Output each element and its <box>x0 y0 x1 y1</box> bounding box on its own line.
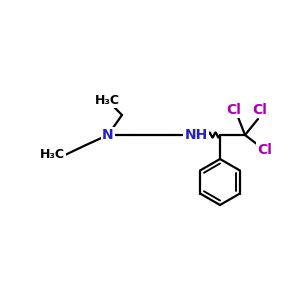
Text: Cl: Cl <box>253 103 267 117</box>
Text: NH: NH <box>184 128 208 142</box>
Text: H₃C: H₃C <box>94 94 119 106</box>
Text: Cl: Cl <box>258 143 272 157</box>
Text: N: N <box>102 128 114 142</box>
Text: Cl: Cl <box>226 103 242 117</box>
Text: H₃C: H₃C <box>40 148 65 161</box>
